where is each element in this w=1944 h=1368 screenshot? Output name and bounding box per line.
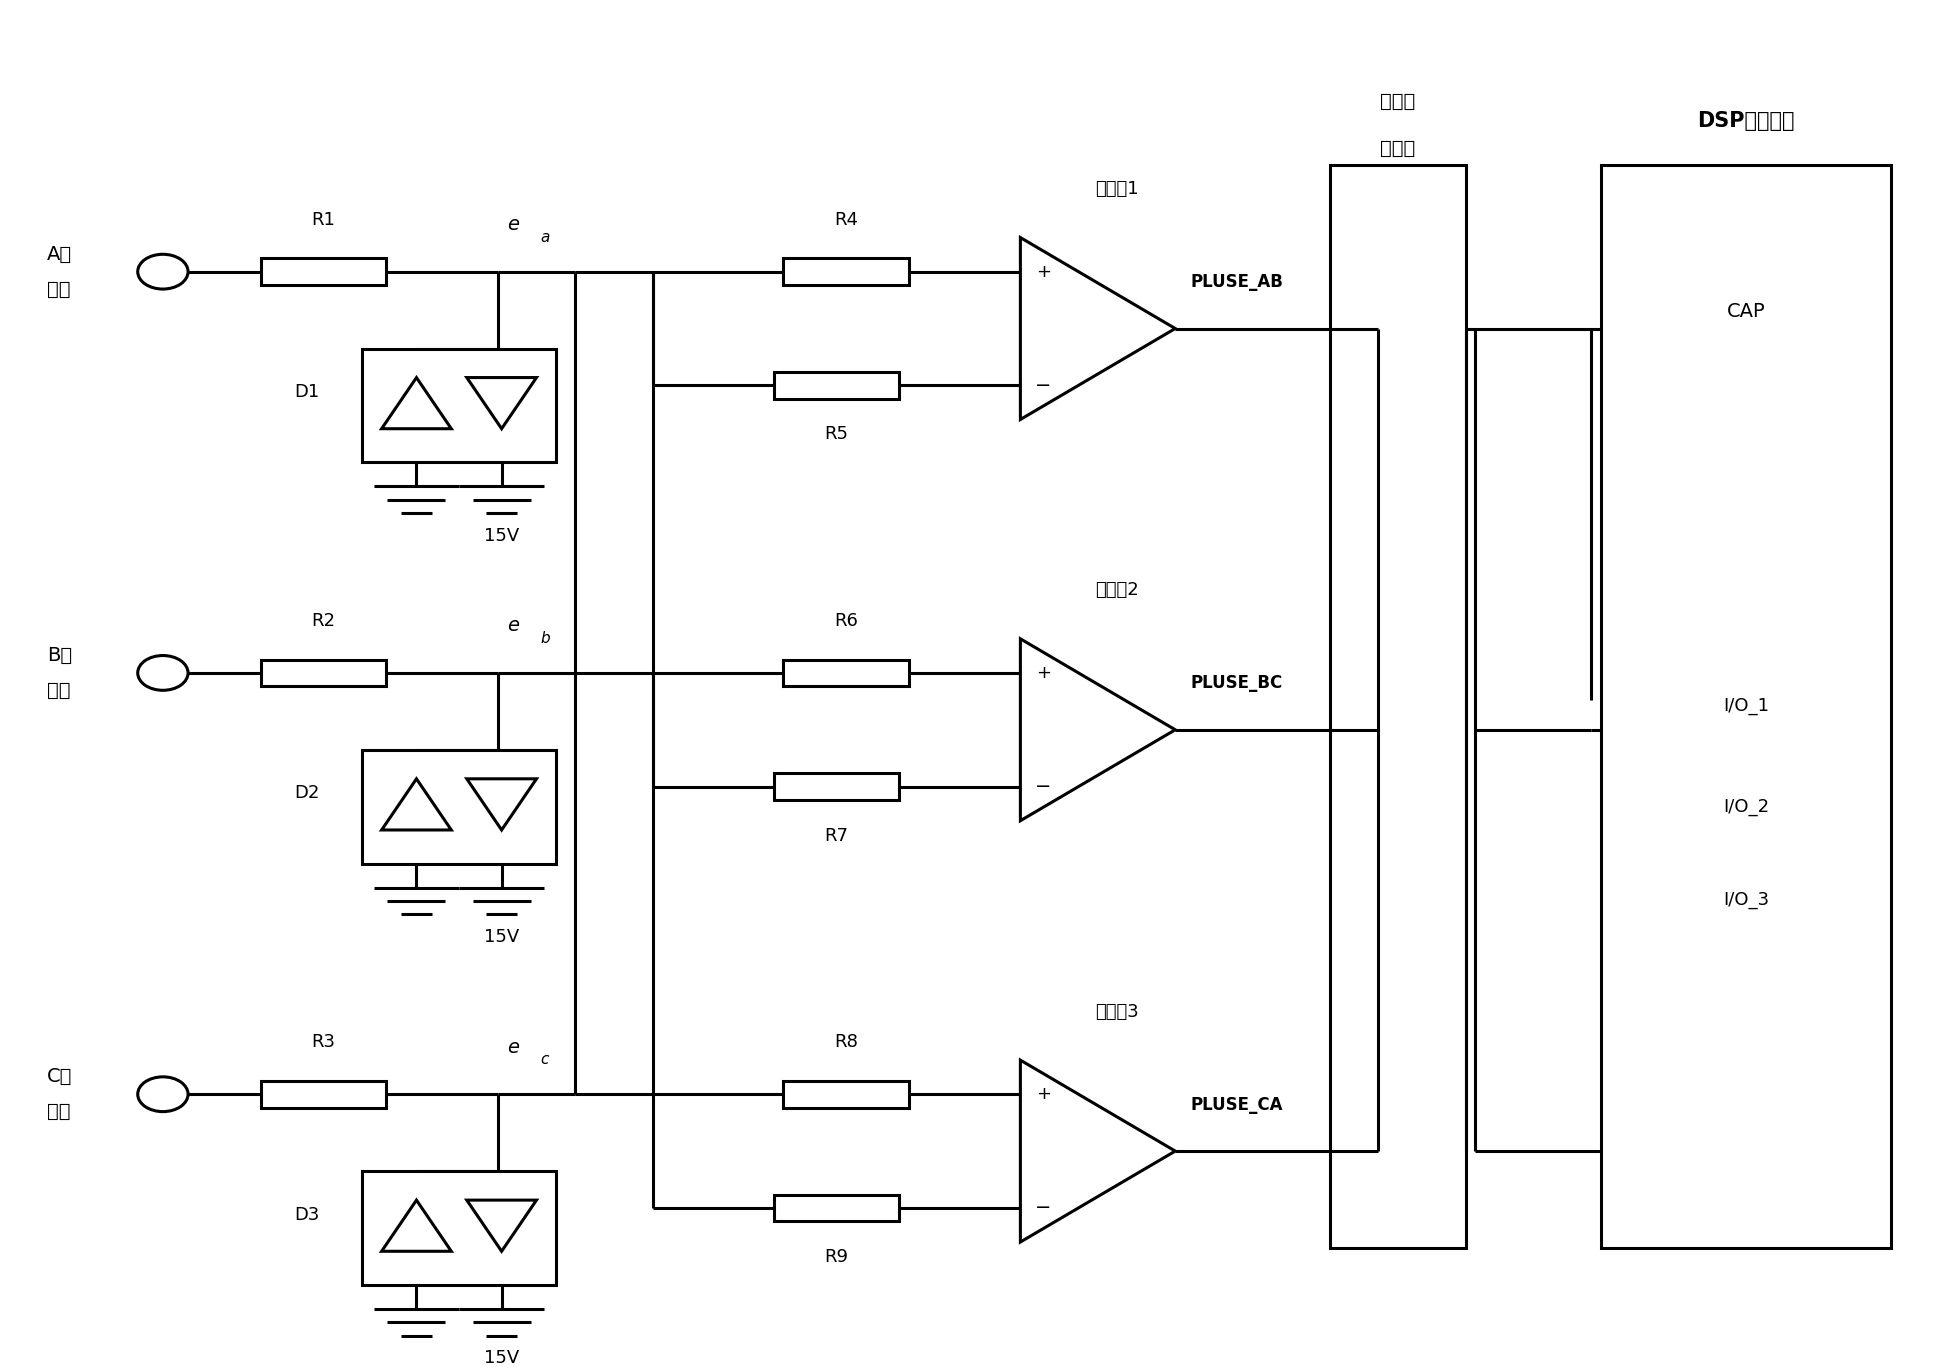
- Text: a: a: [540, 230, 550, 245]
- Bar: [774, 773, 900, 800]
- Bar: [783, 259, 910, 285]
- Text: C相: C相: [47, 1067, 72, 1086]
- Text: R7: R7: [824, 826, 848, 844]
- Bar: [260, 659, 387, 687]
- Polygon shape: [1021, 238, 1176, 420]
- Bar: [783, 1081, 910, 1108]
- Text: R8: R8: [834, 1033, 857, 1052]
- Polygon shape: [467, 1200, 537, 1252]
- Text: 15V: 15V: [484, 928, 519, 947]
- Bar: [774, 372, 900, 398]
- Polygon shape: [1021, 1060, 1176, 1242]
- Text: e: e: [507, 215, 519, 234]
- Text: e: e: [507, 617, 519, 636]
- Bar: [362, 1171, 556, 1285]
- Polygon shape: [381, 1200, 451, 1252]
- Text: R6: R6: [834, 611, 857, 631]
- Bar: [260, 259, 387, 285]
- Text: 15V: 15V: [484, 1349, 519, 1368]
- Text: D1: D1: [294, 383, 319, 401]
- Polygon shape: [381, 778, 451, 830]
- Bar: [1602, 164, 1892, 1248]
- Text: b: b: [540, 631, 550, 646]
- Text: R1: R1: [311, 211, 336, 228]
- Text: 放大器3: 放大器3: [1094, 1003, 1139, 1021]
- Circle shape: [138, 655, 189, 691]
- Text: 电平转: 电平转: [1380, 92, 1415, 111]
- Text: −: −: [1036, 1198, 1052, 1218]
- Text: R3: R3: [311, 1033, 336, 1052]
- Text: 放大器1: 放大器1: [1094, 181, 1139, 198]
- Bar: [783, 659, 910, 687]
- Text: 电压: 电压: [47, 279, 70, 298]
- Text: R4: R4: [834, 211, 857, 228]
- Text: c: c: [540, 1052, 548, 1067]
- Text: 电压: 电压: [47, 1103, 70, 1122]
- Text: 15V: 15V: [484, 527, 519, 544]
- Text: I/O_3: I/O_3: [1722, 892, 1769, 910]
- Text: 换芯片: 换芯片: [1380, 140, 1415, 157]
- Text: DSP控制芯片: DSP控制芯片: [1697, 111, 1794, 131]
- Polygon shape: [467, 778, 537, 830]
- Circle shape: [138, 1077, 189, 1112]
- Text: −: −: [1036, 777, 1052, 796]
- Text: R9: R9: [824, 1248, 848, 1265]
- Polygon shape: [381, 378, 451, 428]
- Text: R5: R5: [824, 425, 848, 443]
- Bar: [362, 750, 556, 863]
- Polygon shape: [467, 378, 537, 428]
- Text: +: +: [1036, 263, 1052, 280]
- Text: 放大器2: 放大器2: [1094, 581, 1139, 599]
- Text: PLUSE_AB: PLUSE_AB: [1192, 274, 1283, 291]
- Text: +: +: [1036, 1085, 1052, 1103]
- Text: A相: A相: [47, 245, 72, 264]
- Polygon shape: [1021, 639, 1176, 821]
- Text: 电压: 电压: [47, 681, 70, 700]
- Text: PLUSE_CA: PLUSE_CA: [1192, 1096, 1283, 1114]
- Bar: [362, 349, 556, 462]
- Bar: [774, 1194, 900, 1222]
- Text: −: −: [1036, 376, 1052, 395]
- Text: I/O_2: I/O_2: [1722, 798, 1769, 815]
- Text: D2: D2: [294, 784, 319, 802]
- Text: PLUSE_BC: PLUSE_BC: [1192, 674, 1283, 692]
- Text: I/O_1: I/O_1: [1722, 698, 1769, 715]
- Text: R2: R2: [311, 611, 336, 631]
- Text: e: e: [507, 1038, 519, 1056]
- Text: +: +: [1036, 663, 1052, 681]
- Text: D3: D3: [294, 1205, 319, 1223]
- Text: B相: B相: [47, 646, 72, 665]
- Bar: [1330, 164, 1466, 1248]
- Bar: [260, 1081, 387, 1108]
- Text: CAP: CAP: [1726, 302, 1765, 321]
- Circle shape: [138, 254, 189, 289]
